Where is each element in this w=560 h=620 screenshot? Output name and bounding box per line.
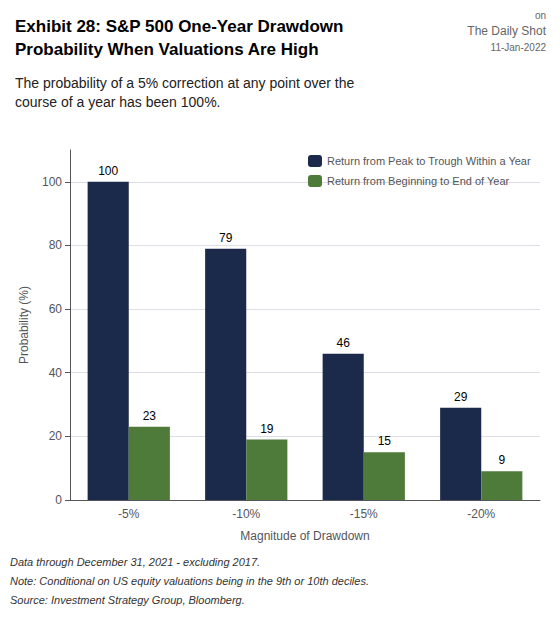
svg-text:11-Jan-2022: 11-Jan-2022	[491, 42, 547, 53]
svg-text:-15%: -15%	[350, 507, 378, 521]
svg-text:Magnitude of Drawdown: Magnitude of Drawdown	[240, 529, 369, 543]
svg-text:20: 20	[49, 429, 63, 443]
svg-text:100: 100	[42, 175, 62, 189]
svg-text:Return from Peak to Trough Wit: Return from Peak to Trough Within a Year	[327, 155, 531, 167]
svg-text:The Daily Shot: The Daily Shot	[467, 24, 546, 38]
svg-text:0: 0	[55, 493, 62, 507]
svg-text:Probability (%): Probability (%)	[17, 286, 31, 364]
svg-text:-5%: -5%	[118, 507, 140, 521]
svg-text:100: 100	[98, 164, 118, 178]
svg-text:course of a year has been 100%: course of a year has been 100%.	[15, 94, 220, 110]
svg-text:Return from Beginning to End o: Return from Beginning to End of Year	[327, 175, 510, 187]
svg-text:-10%: -10%	[232, 507, 260, 521]
svg-text:Source: Investment Strategy Gr: Source: Investment Strategy Group, Bloom…	[10, 594, 245, 606]
svg-text:Note: Conditional on US equity: Note: Conditional on US equity valuation…	[10, 575, 369, 587]
svg-text:29: 29	[454, 390, 468, 404]
svg-text:Exhibit 28: S&P 500 One-Year D: Exhibit 28: S&P 500 One-Year Drawdown	[15, 17, 343, 36]
svg-text:19: 19	[260, 422, 274, 436]
svg-text:Data through December 31, 2021: Data through December 31, 2021 - excludi…	[10, 556, 260, 568]
svg-text:60: 60	[49, 302, 63, 316]
svg-text:Probability When Valuations Ar: Probability When Valuations Are High	[15, 40, 319, 59]
svg-text:15: 15	[378, 434, 392, 448]
svg-text:on: on	[535, 10, 546, 21]
svg-text:79: 79	[219, 231, 233, 245]
svg-text:80: 80	[49, 238, 63, 252]
svg-text:46: 46	[337, 336, 351, 350]
svg-text:23: 23	[143, 409, 157, 423]
svg-text:9: 9	[498, 453, 505, 467]
svg-text:-20%: -20%	[467, 507, 495, 521]
svg-text:The probability of a 5% correc: The probability of a 5% correction at an…	[15, 75, 355, 91]
svg-text:40: 40	[49, 366, 63, 380]
